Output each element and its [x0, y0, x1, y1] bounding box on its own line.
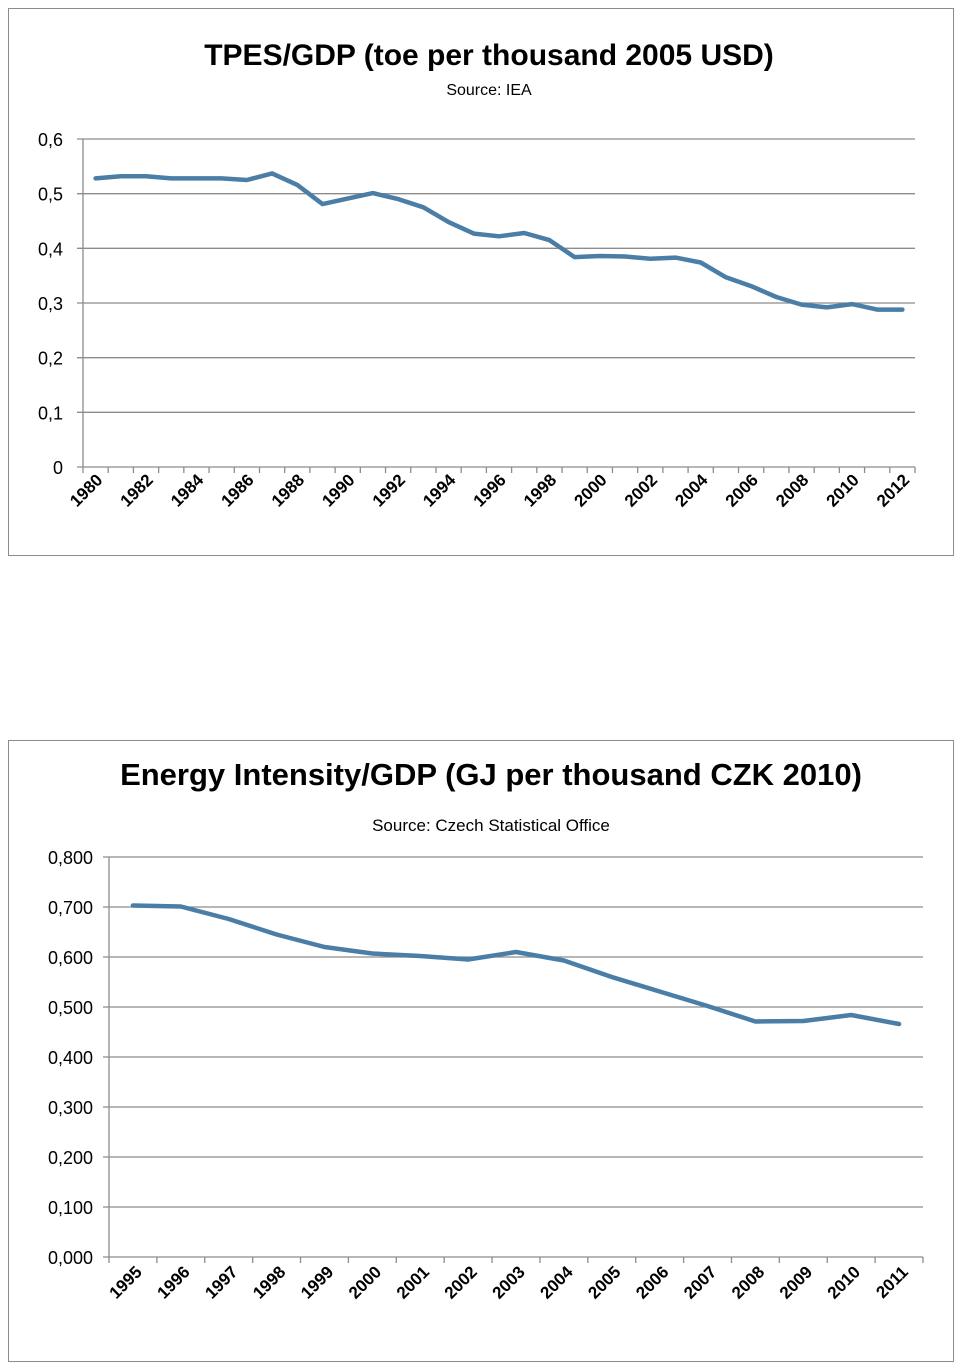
x-tick-label: 1996 [153, 1262, 193, 1302]
x-tick-label: 1992 [369, 470, 409, 510]
y-tick-label: 0 [53, 458, 63, 478]
x-tick-label: 2000 [570, 470, 610, 510]
x-tick-label: 1988 [268, 470, 308, 510]
y-tick-label: 0,400 [48, 1048, 93, 1068]
chart-subtitle: Source: Czech Statistical Office [372, 816, 610, 835]
x-tick-label: 2002 [441, 1262, 481, 1302]
x-tick-label: 1984 [167, 470, 208, 511]
x-tick-label: 2004 [671, 470, 712, 511]
y-tick-label: 0,5 [38, 185, 63, 205]
x-tick-label: 2008 [728, 1262, 768, 1302]
x-tick-label: 2005 [584, 1262, 624, 1302]
x-tick-label: 2008 [772, 470, 812, 510]
chart-title: TPES/GDP (toe per thousand 2005 USD) [204, 39, 774, 72]
chart-title: Energy Intensity/GDP (GJ per thousand CZ… [120, 757, 862, 792]
y-tick-label: 0,1 [38, 403, 63, 423]
y-tick-label: 0,3 [38, 294, 63, 314]
y-tick-label: 0,100 [48, 1198, 93, 1218]
x-tick-label: 2006 [722, 470, 762, 510]
y-tick-label: 0,800 [48, 848, 93, 868]
x-tick-label: 2002 [621, 470, 661, 510]
chart-subtitle: Source: IEA [446, 82, 532, 99]
x-tick-label: 1982 [117, 470, 157, 510]
x-tick-label: 2003 [489, 1262, 529, 1302]
x-tick-label: 2012 [873, 470, 913, 510]
x-tick-label: 2010 [823, 470, 863, 510]
x-tick-label: 2006 [632, 1262, 672, 1302]
x-tick-label: 1980 [66, 470, 106, 510]
x-tick-label: 1998 [249, 1262, 289, 1302]
y-tick-label: 0,600 [48, 948, 93, 968]
x-tick-label: 2009 [776, 1262, 816, 1302]
y-tick-label: 0,6 [38, 130, 63, 150]
chart-energy-intensity-gdp: Energy Intensity/GDP (GJ per thousand CZ… [8, 740, 954, 1362]
x-tick-label: 2011 [872, 1262, 912, 1302]
x-tick-label: 2004 [537, 1262, 578, 1303]
x-tick-label: 1998 [520, 470, 560, 510]
y-tick-label: 0,200 [48, 1148, 93, 1168]
x-tick-label: 2007 [680, 1262, 720, 1302]
y-tick-label: 0,000 [48, 1248, 93, 1268]
x-tick-label: 1994 [419, 470, 460, 511]
y-tick-label: 0,500 [48, 998, 93, 1018]
x-tick-label: 1999 [297, 1262, 337, 1302]
y-tick-label: 0,2 [38, 349, 63, 369]
series-line [93, 171, 905, 312]
x-tick-label: 1996 [470, 470, 510, 510]
x-tick-label: 2010 [824, 1262, 864, 1302]
chart-tpes-gdp: TPES/GDP (toe per thousand 2005 USD) Sou… [8, 8, 954, 556]
series-line [130, 903, 902, 1027]
x-tick-label: 1995 [106, 1262, 146, 1302]
y-tick-label: 0,4 [38, 239, 63, 259]
x-tick-label: 2000 [345, 1262, 385, 1302]
x-tick-label: 1997 [201, 1262, 241, 1302]
chart-tpes-gdp-svg: TPES/GDP (toe per thousand 2005 USD) Sou… [38, 39, 916, 511]
chart-energy-intensity-gdp-svg: Energy Intensity/GDP (GJ per thousand CZ… [48, 757, 924, 1303]
y-tick-label: 0,300 [48, 1098, 93, 1118]
x-tick-label: 1986 [218, 470, 258, 510]
x-tick-label: 1990 [318, 470, 358, 510]
y-tick-label: 0,700 [48, 898, 93, 918]
x-tick-label: 2001 [393, 1262, 433, 1302]
